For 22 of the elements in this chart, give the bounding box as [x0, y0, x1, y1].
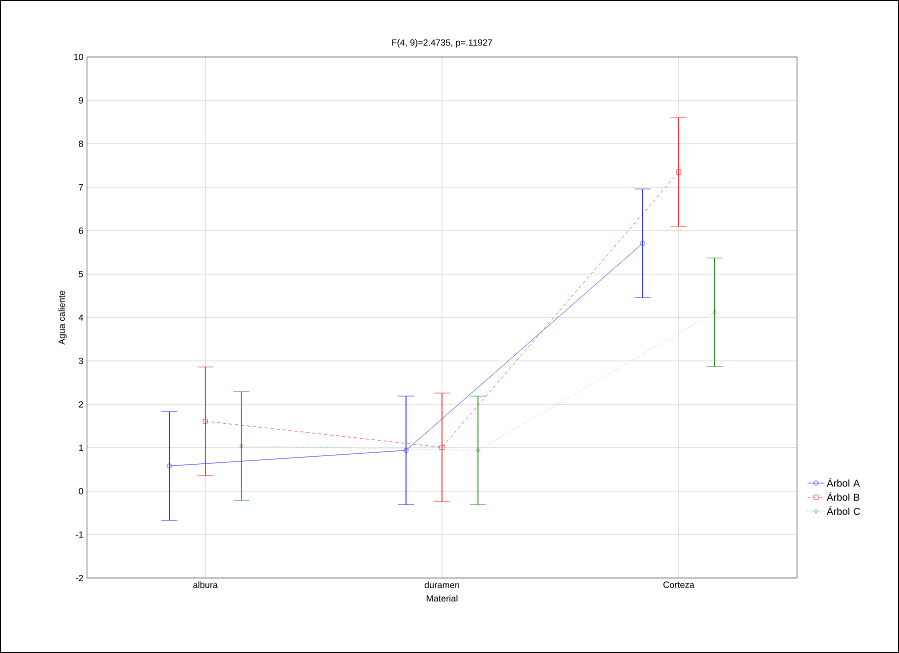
y-tick-label: -2: [76, 574, 84, 582]
y-axis-title: Agua caliente: [58, 290, 67, 345]
y-tick-label: 2: [78, 401, 84, 408]
x-tick-label: duramen: [424, 582, 460, 588]
x-tick-label: Corteza: [663, 582, 694, 588]
y-tick-label: 0: [78, 488, 84, 494]
y-tick-label: 5: [78, 270, 84, 278]
y-tick-label: 9: [78, 97, 84, 104]
y-tick-label: 8: [78, 140, 84, 148]
y-tick-label: 4: [78, 314, 84, 321]
y-tick-label: 3: [78, 358, 84, 364]
y-tick-label: 7: [78, 184, 84, 190]
y-tick-label: -1: [76, 531, 84, 538]
x-tick-label: albura: [193, 582, 218, 588]
x-axis-title: Material: [426, 594, 458, 602]
y-tick-label: 10: [74, 54, 84, 60]
y-tick-label: 1: [79, 444, 84, 451]
y-tick-label: 6: [78, 227, 84, 234]
chart-title: F(4, 9)=2.4735, p=.11927: [392, 39, 492, 48]
legend-label: Árbol B: [826, 492, 860, 501]
legend-label: Árbol C: [826, 506, 860, 515]
legend-label: Árbol A: [826, 478, 860, 487]
